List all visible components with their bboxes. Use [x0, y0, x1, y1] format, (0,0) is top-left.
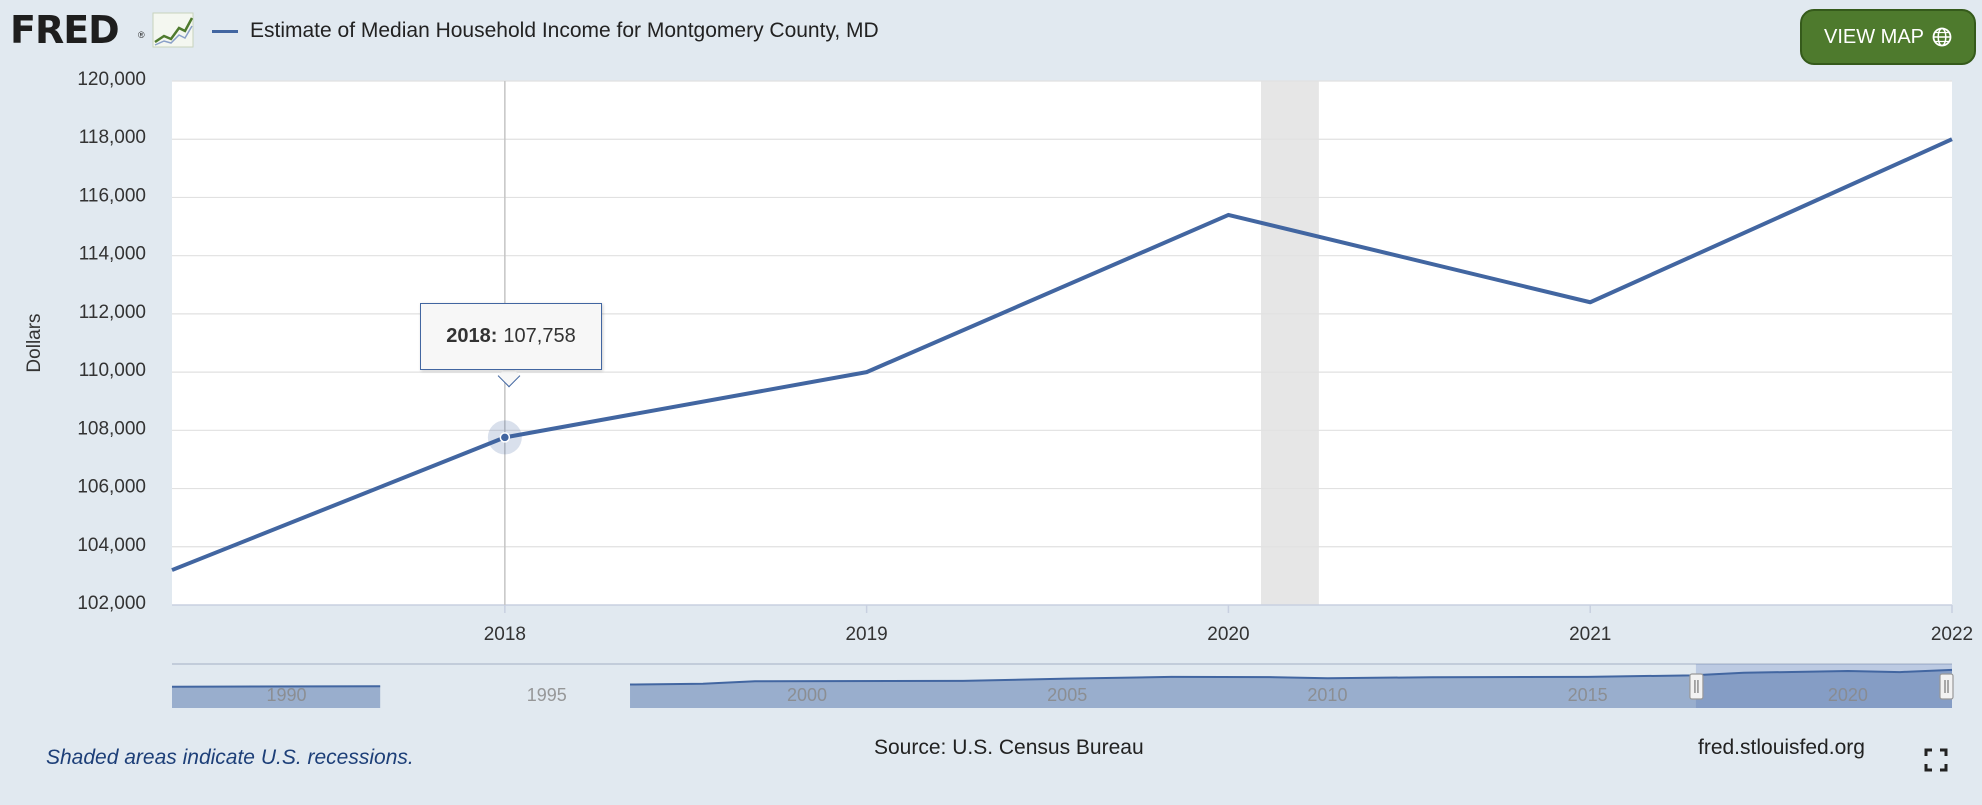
- y-tick-label: 106,000: [77, 477, 146, 498]
- x-tick-label: 2022: [1931, 624, 1973, 645]
- handle-body: [1689, 673, 1704, 700]
- navigator-tick-label: 2015: [1568, 685, 1608, 705]
- highlight-point: [499, 432, 511, 443]
- navigator-tick-label: 2005: [1047, 685, 1087, 705]
- series-swatch: [212, 29, 238, 33]
- navigator-tick-label: 2000: [787, 685, 827, 705]
- navigator-area: [172, 686, 381, 708]
- y-tick-label: 112,000: [79, 302, 146, 323]
- y-tick-label: 116,000: [79, 185, 146, 206]
- logo-registered-mark: ®: [138, 30, 145, 40]
- navigator-line: [630, 668, 1953, 686]
- navigator-area: [630, 669, 1952, 708]
- navigator-handle[interactable]: [1689, 673, 1704, 700]
- navigator-tick-label: 2020: [1828, 685, 1868, 705]
- y-tick-label: 110,000: [79, 360, 146, 381]
- y-axis-label: Dollars: [24, 313, 45, 372]
- x-tick-label: 2021: [1569, 624, 1611, 645]
- x-tick-label: 2019: [845, 624, 887, 645]
- x-tick-label: 2018: [484, 624, 526, 645]
- handle-body: [1939, 673, 1954, 700]
- x-tick-label: 2020: [1207, 624, 1249, 645]
- globe-icon: [1932, 27, 1952, 47]
- navigator-tick-label: 1990: [266, 685, 306, 705]
- view-map-button[interactable]: VIEW MAP: [1800, 9, 1976, 65]
- tooltip-year: 2018:: [446, 325, 498, 347]
- navigator-handle[interactable]: [1939, 673, 1954, 700]
- y-tick-label: 114,000: [79, 244, 146, 265]
- navigator-tick-label: 2010: [1307, 685, 1347, 705]
- recession-band: [1260, 81, 1319, 605]
- y-tick-label: 120,000: [77, 69, 146, 90]
- data-tooltip: 2018: 107,758: [420, 303, 602, 370]
- fullscreen-icon[interactable]: [1924, 748, 1948, 772]
- series-line: [171, 137, 1953, 572]
- chart-title: Estimate of Median Household Income for …: [212, 14, 879, 48]
- y-tick-label: 104,000: [77, 535, 146, 556]
- recession-note: Shaded areas indicate U.S. recessions.: [46, 746, 414, 769]
- fred-logo[interactable]: FRED: [10, 8, 120, 52]
- source-label: Source: U.S. Census Bureau: [874, 736, 1144, 759]
- y-tick-label: 108,000: [77, 418, 146, 439]
- chart-title-text[interactable]: Estimate of Median Household Income for …: [250, 19, 879, 42]
- y-tick-label: 102,000: [77, 593, 146, 614]
- view-map-label: VIEW MAP: [1823, 25, 1924, 48]
- site-url[interactable]: fred.stlouisfed.org: [1698, 736, 1865, 759]
- navigator-tick-label: 1995: [527, 685, 567, 705]
- y-tick-label: 118,000: [79, 127, 146, 148]
- logo-graph-icon: [152, 12, 194, 48]
- tooltip-value: 107,758: [503, 325, 576, 347]
